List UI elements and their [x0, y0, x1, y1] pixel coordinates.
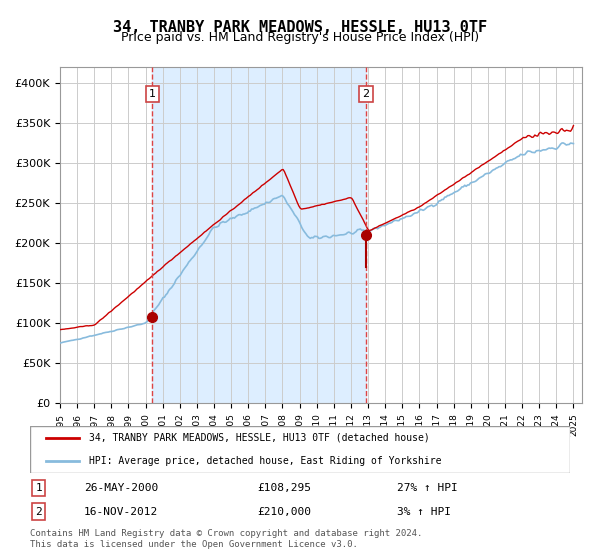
Text: 34, TRANBY PARK MEADOWS, HESSLE, HU13 0TF: 34, TRANBY PARK MEADOWS, HESSLE, HU13 0T…	[113, 20, 487, 35]
FancyBboxPatch shape	[30, 426, 570, 473]
Text: 27% ↑ HPI: 27% ↑ HPI	[397, 483, 458, 493]
Text: £108,295: £108,295	[257, 483, 311, 493]
Text: 2: 2	[362, 89, 370, 99]
Text: 3% ↑ HPI: 3% ↑ HPI	[397, 507, 451, 517]
Text: Price paid vs. HM Land Registry's House Price Index (HPI): Price paid vs. HM Land Registry's House …	[121, 31, 479, 44]
Text: 1: 1	[35, 483, 42, 493]
Text: HPI: Average price, detached house, East Riding of Yorkshire: HPI: Average price, detached house, East…	[89, 456, 442, 466]
Text: £210,000: £210,000	[257, 507, 311, 517]
Text: 26-MAY-2000: 26-MAY-2000	[84, 483, 158, 493]
Text: 2: 2	[35, 507, 42, 517]
Text: 16-NOV-2012: 16-NOV-2012	[84, 507, 158, 517]
Text: 1: 1	[149, 89, 156, 99]
Text: 34, TRANBY PARK MEADOWS, HESSLE, HU13 0TF (detached house): 34, TRANBY PARK MEADOWS, HESSLE, HU13 0T…	[89, 432, 430, 442]
Bar	[152, 67, 366, 403]
Text: Contains HM Land Registry data © Crown copyright and database right 2024.
This d: Contains HM Land Registry data © Crown c…	[30, 529, 422, 549]
